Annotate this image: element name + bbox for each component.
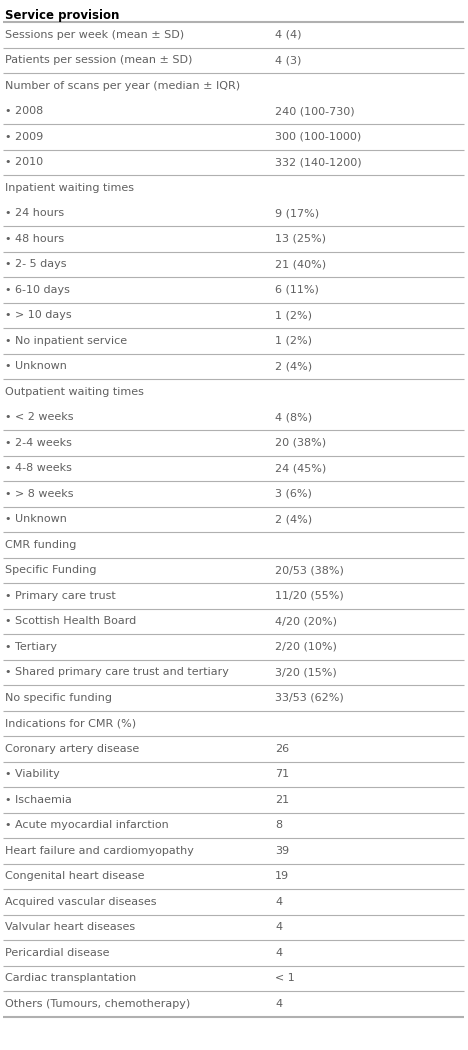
Text: Others (Tumours, chemotherapy): Others (Tumours, chemotherapy) bbox=[5, 999, 190, 1009]
Text: 2 (4%): 2 (4%) bbox=[275, 514, 312, 524]
Text: • 2-4 weeks: • 2-4 weeks bbox=[5, 438, 72, 447]
Text: 4: 4 bbox=[275, 948, 282, 958]
Text: • Primary care trust: • Primary care trust bbox=[5, 591, 116, 601]
Text: 4: 4 bbox=[275, 999, 282, 1009]
Text: • 2- 5 days: • 2- 5 days bbox=[5, 259, 66, 269]
Text: • Ischaemia: • Ischaemia bbox=[5, 795, 72, 804]
Text: • Shared primary care trust and tertiary: • Shared primary care trust and tertiary bbox=[5, 667, 229, 677]
Text: 2/20 (10%): 2/20 (10%) bbox=[275, 642, 337, 652]
Text: 4: 4 bbox=[275, 897, 282, 907]
Text: • > 10 days: • > 10 days bbox=[5, 310, 72, 320]
Text: • 6-10 days: • 6-10 days bbox=[5, 285, 70, 295]
Text: Patients per session (mean ± SD): Patients per session (mean ± SD) bbox=[5, 56, 192, 65]
Text: Specific Funding: Specific Funding bbox=[5, 565, 96, 575]
Text: 1 (2%): 1 (2%) bbox=[275, 336, 312, 345]
Text: Congenital heart disease: Congenital heart disease bbox=[5, 872, 145, 881]
Text: Sessions per week (mean ± SD): Sessions per week (mean ± SD) bbox=[5, 29, 184, 40]
Text: 71: 71 bbox=[275, 770, 289, 779]
Text: • 2010: • 2010 bbox=[5, 158, 43, 167]
Text: 240 (100-730): 240 (100-730) bbox=[275, 106, 355, 117]
Text: CMR funding: CMR funding bbox=[5, 540, 76, 550]
Text: • Acute myocardial infarction: • Acute myocardial infarction bbox=[5, 820, 169, 831]
Text: 8: 8 bbox=[275, 820, 282, 831]
Text: No specific funding: No specific funding bbox=[5, 693, 112, 702]
Text: 3 (6%): 3 (6%) bbox=[275, 488, 312, 499]
Text: • Unknown: • Unknown bbox=[5, 514, 67, 524]
Text: 13 (25%): 13 (25%) bbox=[275, 234, 326, 244]
Text: 2 (4%): 2 (4%) bbox=[275, 361, 312, 372]
Text: Heart failure and cardiomyopathy: Heart failure and cardiomyopathy bbox=[5, 845, 194, 856]
Text: Cardiac transplantation: Cardiac transplantation bbox=[5, 973, 136, 983]
Text: • < 2 weeks: • < 2 weeks bbox=[5, 413, 73, 422]
Text: 33/53 (62%): 33/53 (62%) bbox=[275, 693, 344, 702]
Text: 3/20 (15%): 3/20 (15%) bbox=[275, 667, 337, 677]
Text: 9 (17%): 9 (17%) bbox=[275, 208, 319, 218]
Text: Coronary artery disease: Coronary artery disease bbox=[5, 743, 139, 754]
Text: 24 (45%): 24 (45%) bbox=[275, 463, 326, 474]
Text: • 24 hours: • 24 hours bbox=[5, 208, 64, 218]
Text: 11/20 (55%): 11/20 (55%) bbox=[275, 591, 344, 601]
Text: 4/20 (20%): 4/20 (20%) bbox=[275, 616, 337, 626]
Text: • Unknown: • Unknown bbox=[5, 361, 67, 372]
Text: • Tertiary: • Tertiary bbox=[5, 642, 57, 652]
Text: • Viability: • Viability bbox=[5, 770, 60, 779]
Text: • 2009: • 2009 bbox=[5, 131, 43, 142]
Text: < 1: < 1 bbox=[275, 973, 295, 983]
Text: 21 (40%): 21 (40%) bbox=[275, 259, 326, 269]
Text: Outpatient waiting times: Outpatient waiting times bbox=[5, 386, 144, 397]
Text: 26: 26 bbox=[275, 743, 289, 754]
Text: 19: 19 bbox=[275, 872, 289, 881]
Text: • 4-8 weeks: • 4-8 weeks bbox=[5, 463, 72, 474]
Text: Number of scans per year (median ± IQR): Number of scans per year (median ± IQR) bbox=[5, 81, 240, 90]
Text: Inpatient waiting times: Inpatient waiting times bbox=[5, 183, 134, 193]
Text: 20/53 (38%): 20/53 (38%) bbox=[275, 565, 344, 575]
Text: • 48 hours: • 48 hours bbox=[5, 234, 64, 244]
Text: Service provision: Service provision bbox=[5, 9, 119, 22]
Text: 6 (11%): 6 (11%) bbox=[275, 285, 319, 295]
Text: Indications for CMR (%): Indications for CMR (%) bbox=[5, 718, 136, 729]
Text: 4 (4): 4 (4) bbox=[275, 29, 301, 40]
Text: 4: 4 bbox=[275, 922, 282, 932]
Text: • No inpatient service: • No inpatient service bbox=[5, 336, 127, 345]
Text: • > 8 weeks: • > 8 weeks bbox=[5, 488, 73, 499]
Text: 1 (2%): 1 (2%) bbox=[275, 310, 312, 320]
Text: 21: 21 bbox=[275, 795, 289, 804]
Text: 39: 39 bbox=[275, 845, 289, 856]
Text: Pericardial disease: Pericardial disease bbox=[5, 948, 110, 958]
Text: Acquired vascular diseases: Acquired vascular diseases bbox=[5, 897, 156, 907]
Text: Valvular heart diseases: Valvular heart diseases bbox=[5, 922, 135, 932]
Text: 300 (100-1000): 300 (100-1000) bbox=[275, 131, 361, 142]
Text: 4 (3): 4 (3) bbox=[275, 56, 301, 65]
Text: • 2008: • 2008 bbox=[5, 106, 43, 117]
Text: • Scottish Health Board: • Scottish Health Board bbox=[5, 616, 136, 626]
Text: 332 (140-1200): 332 (140-1200) bbox=[275, 158, 362, 167]
Text: 20 (38%): 20 (38%) bbox=[275, 438, 326, 447]
Text: 4 (8%): 4 (8%) bbox=[275, 413, 312, 422]
